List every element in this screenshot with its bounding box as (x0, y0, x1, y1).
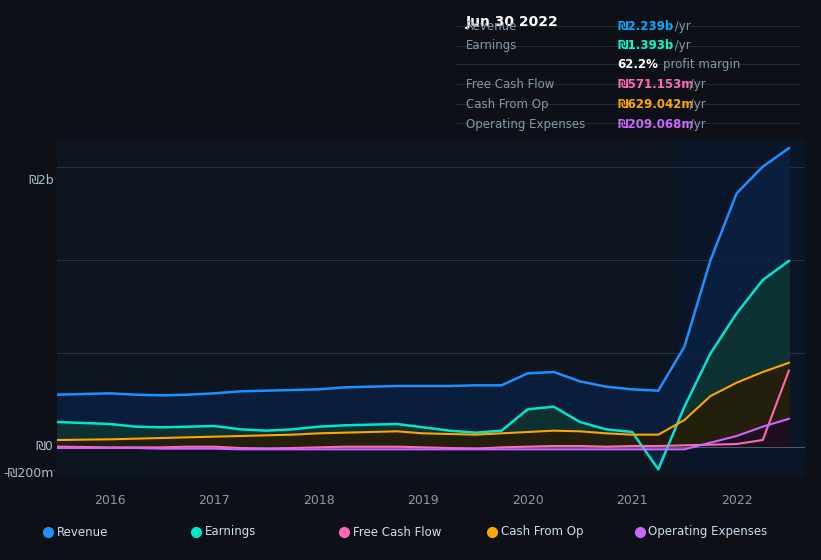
Text: -₪200m: -₪200m (3, 467, 53, 480)
Text: /yr: /yr (686, 118, 706, 130)
Text: ₪209.068m: ₪209.068m (617, 118, 695, 130)
Text: Free Cash Flow: Free Cash Flow (353, 525, 441, 539)
Text: ₪1.393b: ₪1.393b (617, 39, 674, 52)
Text: 2018: 2018 (303, 494, 335, 507)
Text: 2021: 2021 (617, 494, 648, 507)
Text: 2019: 2019 (407, 494, 439, 507)
Text: 2017: 2017 (199, 494, 230, 507)
Text: /yr: /yr (686, 78, 706, 91)
Text: Revenue: Revenue (466, 20, 517, 33)
Text: /yr: /yr (671, 39, 690, 52)
Text: profit margin: profit margin (663, 58, 740, 71)
Text: ₪629.042m: ₪629.042m (617, 98, 695, 111)
Text: /yr: /yr (671, 20, 690, 33)
Text: Earnings: Earnings (466, 39, 517, 52)
Text: 2020: 2020 (511, 494, 544, 507)
Text: Cash From Op: Cash From Op (466, 98, 548, 111)
Text: Revenue: Revenue (57, 525, 108, 539)
Text: ₪0: ₪0 (36, 440, 53, 453)
Text: Cash From Op: Cash From Op (501, 525, 583, 539)
Bar (676, 140, 805, 476)
Text: Jun 30 2022: Jun 30 2022 (466, 15, 559, 29)
Text: Operating Expenses: Operating Expenses (649, 525, 768, 539)
Text: /yr: /yr (686, 98, 706, 111)
Text: ₪2b: ₪2b (28, 174, 53, 186)
Text: Free Cash Flow: Free Cash Flow (466, 78, 554, 91)
Text: Earnings: Earnings (205, 525, 256, 539)
Text: 2016: 2016 (94, 494, 126, 507)
Text: 62.2%: 62.2% (617, 58, 658, 71)
Text: ₪2.239b: ₪2.239b (617, 20, 674, 33)
Text: Operating Expenses: Operating Expenses (466, 118, 585, 130)
Text: ₪571.153m: ₪571.153m (617, 78, 694, 91)
Text: 2022: 2022 (721, 494, 753, 507)
